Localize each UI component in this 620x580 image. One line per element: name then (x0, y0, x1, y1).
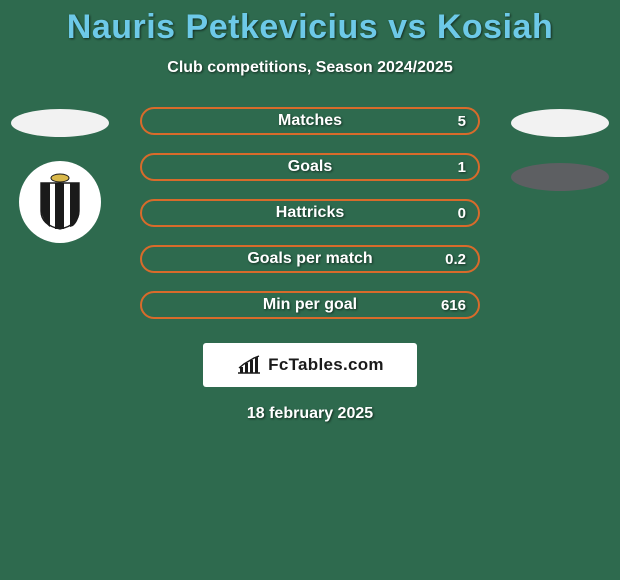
stat-label: Hattricks (276, 204, 344, 222)
stat-label: Min per goal (263, 296, 357, 314)
stat-bar: Min per goal 616 (140, 291, 480, 319)
stat-label: Matches (278, 112, 342, 130)
stat-bar: Goals per match 0.2 (140, 245, 480, 273)
stat-value: 1 (458, 159, 466, 176)
stat-label: Goals (288, 158, 332, 176)
right-player-col (500, 107, 620, 191)
stat-value: 0.2 (445, 251, 466, 268)
player-right-oval-1 (511, 109, 609, 137)
stat-value: 616 (441, 297, 466, 314)
stat-bar: Hattricks 0 (140, 199, 480, 227)
stat-label: Goals per match (247, 250, 372, 268)
date-text: 18 february 2025 (0, 405, 620, 423)
left-player-col (0, 107, 120, 243)
player-left-oval (11, 109, 109, 137)
club-crest-left (19, 161, 101, 243)
stat-bar: Goals 1 (140, 153, 480, 181)
subtitle: Club competitions, Season 2024/2025 (0, 59, 620, 77)
bar-chart-icon (236, 355, 262, 375)
comparison-card: Nauris Petkevicius vs Kosiah Club compet… (0, 0, 620, 580)
stat-bars: Matches 5 Goals 1 Hattricks 0 Goals per match 0… (140, 107, 480, 319)
attribution-text: FcTables.com (268, 355, 384, 375)
stat-value: 5 (458, 113, 466, 130)
page-title: Nauris Petkevicius vs Kosiah (0, 0, 620, 47)
attribution-badge: FcTables.com (203, 343, 417, 387)
stat-value: 0 (458, 205, 466, 222)
main-area: Matches 5 Goals 1 Hattricks 0 Goals per match 0… (0, 107, 620, 423)
player-right-oval-2 (511, 163, 609, 191)
shield-icon (37, 173, 83, 231)
stat-bar: Matches 5 (140, 107, 480, 135)
